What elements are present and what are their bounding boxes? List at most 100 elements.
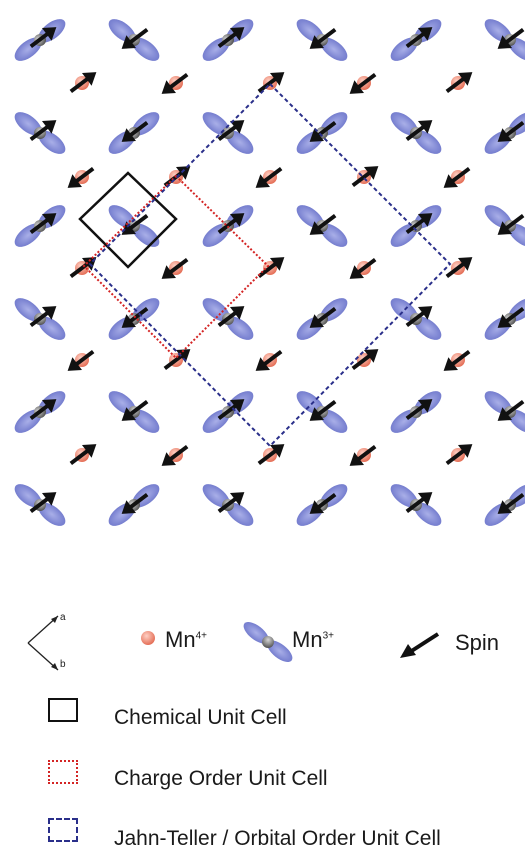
mn4-site: [257, 72, 285, 94]
mn4-site: [257, 444, 285, 466]
spin-arrow: [121, 306, 149, 328]
spin-arrow: [163, 349, 191, 371]
mn4-site: [255, 349, 283, 371]
spin-arrow: [121, 213, 149, 235]
spin-arrow: [217, 399, 245, 421]
mn3-site: [390, 205, 442, 247]
mn3-site: [202, 19, 254, 61]
mn3-site: [202, 391, 254, 433]
mn4-site: [67, 349, 95, 371]
spin-arrow: [217, 306, 245, 328]
mn4-site: [349, 72, 377, 94]
mn4-site: [445, 257, 473, 279]
mn3-site: [390, 298, 442, 340]
jt-cell-swatch: [48, 818, 78, 842]
spin-arrow: [445, 72, 473, 94]
spin-arrow: [217, 492, 245, 514]
mn3-site: [14, 19, 66, 61]
mn3-site: [14, 112, 66, 154]
mn3-site: [108, 19, 160, 61]
spin-arrow: [217, 213, 245, 235]
spin-arrow: [121, 27, 149, 49]
spin-arrow: [217, 120, 245, 142]
spin-arrow: [161, 72, 189, 94]
spin-arrow: [309, 213, 337, 235]
jt-orbital-unit-cell: [88, 82, 452, 448]
spin-arrow: [121, 120, 149, 142]
mn3-label: Mn3+: [292, 627, 334, 653]
mn4-site: [161, 257, 189, 279]
spin-arrow: [351, 166, 379, 188]
mn3-site: [108, 484, 160, 526]
spin-arrow: [217, 27, 245, 49]
charge-order-unit-cell: [82, 174, 270, 360]
spin-arrow: [257, 444, 285, 466]
mn3-site: [108, 391, 160, 433]
mn4-site: [161, 72, 189, 94]
spin-arrow: [497, 213, 525, 235]
spin-arrow: [257, 257, 285, 279]
spin-arrow: [497, 492, 525, 514]
spin-arrow: [349, 257, 377, 279]
mn4-site: [69, 444, 97, 466]
spin-arrow: [309, 492, 337, 514]
mn3-site: [484, 484, 525, 526]
spin-arrow-icon: [400, 632, 440, 658]
spin-arrow: [405, 399, 433, 421]
mn4-site: [161, 444, 189, 466]
spin-arrow: [405, 492, 433, 514]
spin-arrow: [161, 444, 189, 466]
mn3-site: [484, 391, 525, 433]
mn4-label-base: Mn: [165, 627, 196, 652]
mn4-site: [443, 349, 471, 371]
mn3-site: [484, 298, 525, 340]
mn4-site: [67, 166, 95, 188]
mn3-site: [108, 112, 160, 154]
mn4-site: [351, 349, 379, 371]
spin-arrow: [161, 257, 189, 279]
mn3-site: [296, 484, 348, 526]
mn4-site: [445, 72, 473, 94]
jt-cell-label: Jahn-Teller / Orbital Order Unit Cell: [114, 827, 441, 850]
spin-arrow: [29, 399, 57, 421]
spin-arrow: [405, 27, 433, 49]
spin-arrow: [405, 120, 433, 142]
spin-arrow: [497, 27, 525, 49]
mn4-label: Mn4+: [165, 627, 207, 653]
spin-arrow: [29, 492, 57, 514]
mn4-site: [349, 257, 377, 279]
spin-arrow: [255, 166, 283, 188]
mn4-label-charge: 4+: [195, 630, 207, 642]
spin-arrow: [351, 349, 379, 371]
mn3-site: [108, 298, 160, 340]
mn3-site: [484, 112, 525, 154]
spin-arrow: [29, 306, 57, 328]
mn3-label-base: Mn: [292, 627, 323, 652]
spin-arrow: [67, 166, 95, 188]
mn4-site: [351, 166, 379, 188]
spin-arrow: [69, 444, 97, 466]
spin-arrow: [497, 120, 525, 142]
spin-arrow: [405, 213, 433, 235]
spin-arrow: [309, 306, 337, 328]
mn3-site: [14, 298, 66, 340]
spin-arrow: [445, 444, 473, 466]
chemical-unit-cell: [78, 171, 178, 269]
spin-arrow: [309, 399, 337, 421]
spin-arrow: [29, 27, 57, 49]
mn3-site: [390, 484, 442, 526]
mn3-site: [202, 205, 254, 247]
spin-arrow: [445, 257, 473, 279]
axes-icon: [27, 615, 59, 671]
mn3-site: [484, 19, 525, 61]
mn3-site: [14, 205, 66, 247]
mn4-site: [257, 257, 285, 279]
spin-arrow: [443, 166, 471, 188]
mn3-site: [202, 298, 254, 340]
mn3-site: [296, 298, 348, 340]
spin-arrow: [443, 349, 471, 371]
spin-arrow: [121, 492, 149, 514]
mn4-site: [445, 444, 473, 466]
mn4-site: [255, 166, 283, 188]
mn3-site: [108, 205, 160, 247]
